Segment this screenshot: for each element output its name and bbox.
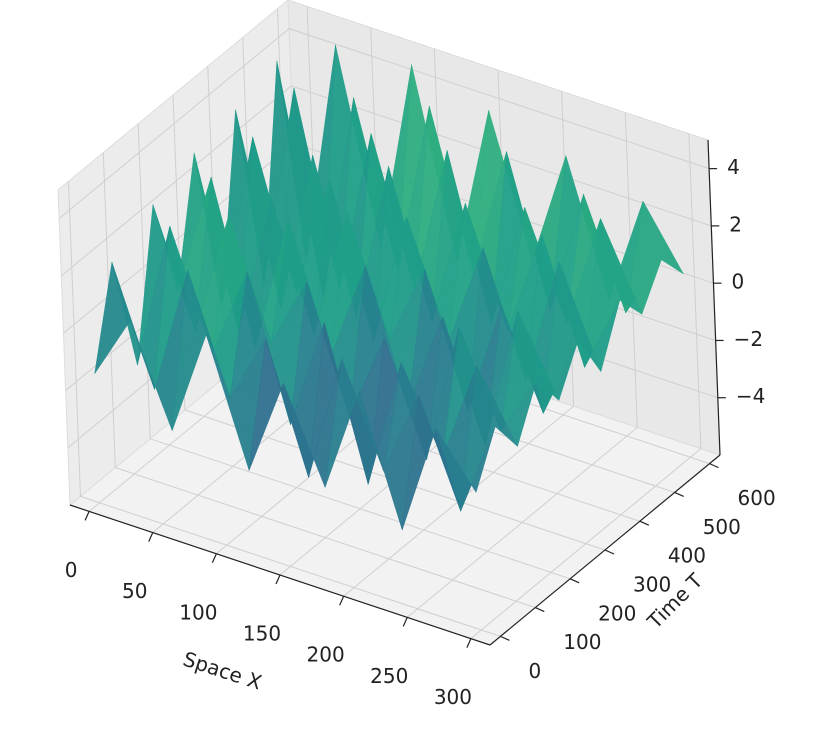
grid-line bbox=[68, 181, 501, 637]
x-tick bbox=[339, 595, 345, 606]
x-tick-label: 200 bbox=[307, 643, 345, 667]
y-tick-label: 0 bbox=[528, 659, 541, 683]
x-tick bbox=[466, 638, 472, 648]
y-tick-label: 500 bbox=[703, 515, 741, 539]
surface bbox=[94, 44, 684, 531]
z-tick-label: 4 bbox=[727, 155, 740, 179]
x-tick-label: 250 bbox=[370, 664, 408, 688]
y-tick-label: 300 bbox=[633, 573, 671, 597]
z-axis-line bbox=[707, 139, 721, 456]
grid-line bbox=[102, 152, 536, 609]
grid-line bbox=[470, 133, 702, 639]
y-tick-label: 600 bbox=[738, 486, 776, 510]
x-tick bbox=[84, 511, 90, 521]
y-tick-label: 400 bbox=[668, 544, 706, 568]
x-tick-label: 50 bbox=[122, 579, 147, 603]
x-tick bbox=[148, 532, 154, 542]
grid-line bbox=[207, 66, 640, 522]
x-tick bbox=[402, 617, 408, 627]
y-tick bbox=[639, 520, 650, 526]
x-tick-label: 150 bbox=[243, 622, 281, 646]
x-tick-label: 100 bbox=[179, 600, 217, 624]
y-tick-label: 200 bbox=[598, 601, 636, 625]
grid-line bbox=[137, 123, 571, 580]
y-tick bbox=[500, 635, 510, 641]
y-tick-label: 100 bbox=[563, 630, 601, 654]
grid-line bbox=[172, 94, 606, 551]
x-tick-label: 0 bbox=[65, 558, 78, 582]
surface-face bbox=[435, 426, 496, 512]
x-axis-label: Space X bbox=[180, 647, 265, 695]
z-tick-label: 0 bbox=[731, 270, 744, 294]
x-tick bbox=[275, 574, 281, 585]
y-tick bbox=[604, 549, 615, 555]
y-tick bbox=[674, 491, 684, 497]
z-tick-label: −4 bbox=[736, 384, 765, 408]
x-tick bbox=[211, 553, 217, 564]
y-tick bbox=[535, 607, 545, 613]
grid-line bbox=[58, 28, 710, 219]
z-tick-label: −2 bbox=[734, 327, 763, 351]
grid-line bbox=[406, 112, 638, 618]
x-tick-label: 300 bbox=[434, 685, 472, 709]
y-tick bbox=[569, 578, 580, 584]
z-tick-label: 2 bbox=[729, 212, 742, 236]
y-tick bbox=[709, 463, 719, 469]
